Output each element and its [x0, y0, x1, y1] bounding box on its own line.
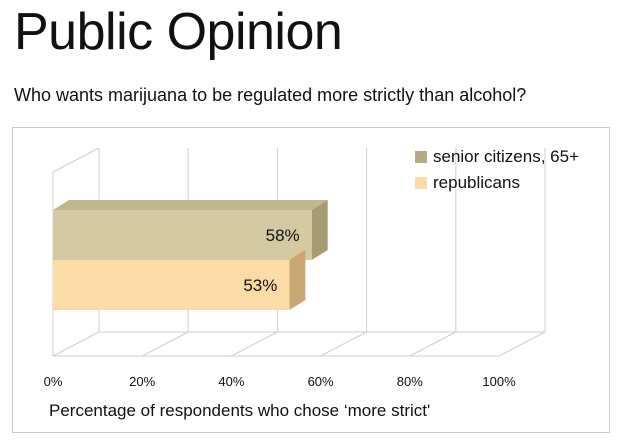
gridline-floor-60 — [320, 331, 367, 357]
legend-label-0: senior citizens, 65+ — [433, 147, 579, 166]
gridline-floor-20 — [141, 331, 189, 357]
gridline-floor-0 — [52, 331, 100, 357]
gridline-floor-80 — [409, 331, 457, 357]
bar-chart: 0% 20% 40% 60% 80% 100% 58% 53% senior citizens… — [44, 147, 579, 420]
page-title: Public Opinion — [14, 3, 343, 61]
x-axis-title: Percentage of respondents who chose ‘mor… — [49, 401, 430, 420]
bar-front-face-1 — [53, 260, 290, 310]
label-layer: 0% 20% 40% 60% 80% 100% 58% 53% — [44, 226, 516, 389]
bar-top-face-0 — [53, 200, 328, 210]
left-wall-top — [52, 147, 100, 173]
gridline-floor-40 — [231, 331, 278, 357]
legend-layer: senior citizens, 65+ republicans — [415, 147, 579, 192]
bar-value-label-0: 58% — [266, 226, 300, 245]
x-tick-label-100: 100% — [482, 374, 516, 389]
bar-senior-citizens — [53, 200, 328, 260]
bar-side-face-1 — [289, 250, 306, 310]
x-tick-label-20: 20% — [129, 374, 155, 389]
bar-republicans — [53, 250, 306, 310]
bar-layer — [53, 200, 328, 310]
x-tick-label-0: 0% — [44, 374, 63, 389]
legend-swatch-0 — [415, 151, 427, 163]
bar-side-face-0 — [311, 200, 328, 260]
bar-value-label-1: 53% — [243, 276, 277, 295]
x-tick-label-80: 80% — [397, 374, 423, 389]
legend-label-1: republicans — [433, 173, 520, 192]
chart-question: Who wants marijuana to be regulated more… — [14, 85, 527, 105]
bar-front-face-0 — [53, 210, 312, 260]
x-tick-label-60: 60% — [308, 374, 334, 389]
legend-swatch-1 — [415, 177, 427, 189]
x-tick-label-40: 40% — [218, 374, 244, 389]
chart-frame: 0% 20% 40% 60% 80% 100% 58% 53% senior citizens… — [12, 127, 610, 433]
gridline-floor-100 — [498, 331, 546, 357]
